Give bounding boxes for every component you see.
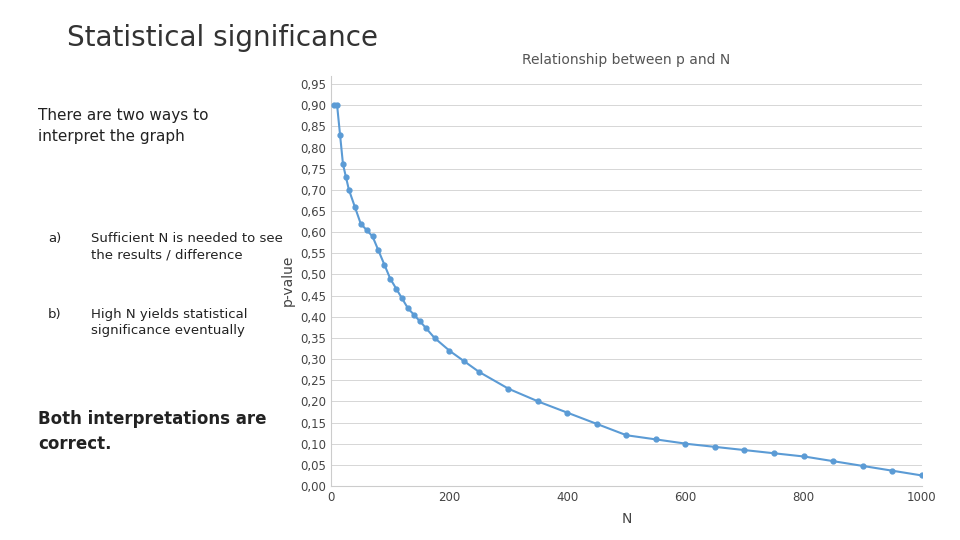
Text: b): b)	[48, 308, 61, 321]
Text: a): a)	[48, 232, 61, 245]
Text: Sufficient N is needed to see
the results / difference: Sufficient N is needed to see the result…	[91, 232, 283, 261]
X-axis label: N: N	[621, 512, 632, 526]
Y-axis label: p-value: p-value	[280, 255, 295, 307]
Text: There are two ways to
interpret the graph: There are two ways to interpret the grap…	[38, 108, 209, 144]
Text: Both interpretations are
correct.: Both interpretations are correct.	[38, 410, 267, 454]
Title: Relationship between p and N: Relationship between p and N	[522, 53, 731, 68]
Text: High N yields statistical
significance eventually: High N yields statistical significance e…	[91, 308, 248, 337]
Text: Statistical significance: Statistical significance	[67, 24, 378, 52]
